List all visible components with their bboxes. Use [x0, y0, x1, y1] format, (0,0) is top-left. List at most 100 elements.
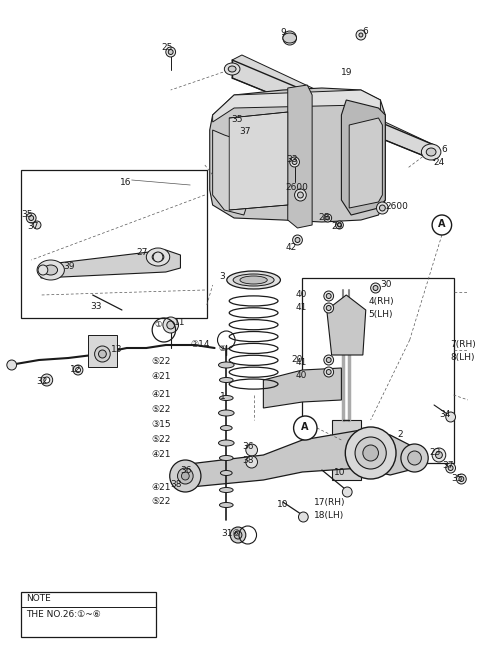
Circle shape	[326, 216, 330, 220]
Text: 10: 10	[334, 468, 345, 477]
Ellipse shape	[44, 265, 58, 275]
Circle shape	[33, 221, 41, 229]
Circle shape	[290, 157, 300, 167]
Ellipse shape	[219, 488, 233, 493]
Circle shape	[336, 221, 343, 229]
Circle shape	[292, 159, 297, 165]
Text: 42: 42	[286, 243, 297, 252]
Circle shape	[359, 33, 363, 37]
Circle shape	[401, 444, 428, 472]
Ellipse shape	[146, 248, 170, 266]
Text: 33: 33	[91, 302, 102, 311]
Text: 2600: 2600	[286, 183, 309, 192]
Bar	[88, 335, 117, 367]
Circle shape	[178, 468, 193, 484]
Text: ⑤22: ⑤22	[151, 497, 170, 506]
Text: 24: 24	[433, 158, 444, 167]
Circle shape	[408, 451, 421, 465]
Ellipse shape	[218, 410, 234, 416]
Text: A: A	[301, 422, 309, 432]
Text: 11: 11	[174, 318, 185, 327]
Text: 31⑥: 31⑥	[221, 529, 241, 538]
Text: 35: 35	[22, 210, 33, 219]
Circle shape	[98, 350, 107, 358]
Polygon shape	[264, 368, 341, 408]
Circle shape	[363, 445, 378, 461]
Circle shape	[166, 47, 176, 57]
Circle shape	[167, 321, 175, 329]
Circle shape	[326, 357, 331, 363]
Ellipse shape	[426, 148, 436, 156]
Circle shape	[324, 303, 334, 313]
Text: 29: 29	[332, 222, 343, 231]
Ellipse shape	[218, 440, 234, 446]
Circle shape	[287, 35, 293, 41]
Polygon shape	[213, 90, 381, 122]
Circle shape	[230, 527, 246, 543]
Circle shape	[246, 456, 257, 468]
Text: 9: 9	[280, 28, 286, 37]
Text: 19: 19	[341, 68, 353, 77]
Polygon shape	[213, 130, 249, 215]
Text: 41: 41	[296, 303, 307, 312]
Polygon shape	[288, 85, 312, 228]
Text: 16: 16	[120, 178, 132, 187]
Circle shape	[153, 252, 163, 262]
Text: 17(RH): 17(RH)	[314, 498, 346, 507]
Text: 35: 35	[231, 115, 243, 124]
Text: 18(LH): 18(LH)	[314, 511, 344, 520]
Text: 6: 6	[363, 27, 369, 36]
Text: ②14: ②14	[190, 340, 210, 349]
Circle shape	[26, 213, 36, 223]
Circle shape	[324, 355, 334, 365]
Circle shape	[181, 472, 189, 480]
Text: A: A	[438, 219, 445, 229]
Text: 34: 34	[439, 410, 450, 419]
Circle shape	[295, 189, 306, 201]
Text: 37: 37	[239, 127, 251, 136]
Text: 37: 37	[27, 222, 39, 231]
Text: 36: 36	[180, 466, 192, 475]
Circle shape	[38, 265, 48, 275]
Circle shape	[356, 30, 366, 40]
Text: 27: 27	[136, 248, 148, 257]
Circle shape	[293, 235, 302, 245]
Circle shape	[294, 416, 317, 440]
Text: 3: 3	[219, 272, 225, 281]
Text: 40: 40	[296, 290, 307, 299]
Circle shape	[371, 283, 381, 293]
Ellipse shape	[283, 33, 297, 43]
Text: 2: 2	[397, 430, 403, 439]
Circle shape	[326, 370, 331, 374]
Ellipse shape	[233, 274, 274, 286]
Circle shape	[324, 367, 334, 377]
Text: 6: 6	[442, 145, 448, 154]
Circle shape	[342, 487, 352, 497]
Text: 36: 36	[242, 442, 253, 451]
Text: 40: 40	[296, 371, 307, 380]
Ellipse shape	[224, 63, 240, 75]
Circle shape	[168, 49, 173, 55]
Bar	[22, 170, 207, 318]
Circle shape	[324, 291, 334, 301]
Circle shape	[298, 192, 303, 198]
Circle shape	[246, 444, 257, 456]
Circle shape	[283, 31, 297, 45]
Ellipse shape	[152, 253, 164, 262]
Circle shape	[355, 437, 386, 469]
Ellipse shape	[219, 503, 233, 508]
Text: 30: 30	[381, 280, 392, 289]
Polygon shape	[232, 55, 434, 160]
Text: 23: 23	[429, 448, 441, 457]
Text: 20: 20	[291, 355, 302, 364]
Bar	[22, 592, 156, 637]
Text: NOTE: NOTE	[26, 594, 51, 603]
Text: 2600: 2600	[385, 202, 408, 211]
Polygon shape	[229, 112, 288, 210]
Circle shape	[95, 346, 110, 362]
Text: 7(RH): 7(RH)	[451, 340, 476, 349]
Text: ⑤22: ⑤22	[151, 405, 170, 414]
Ellipse shape	[37, 260, 64, 280]
Circle shape	[435, 452, 443, 458]
Text: ④21: ④21	[151, 390, 171, 399]
